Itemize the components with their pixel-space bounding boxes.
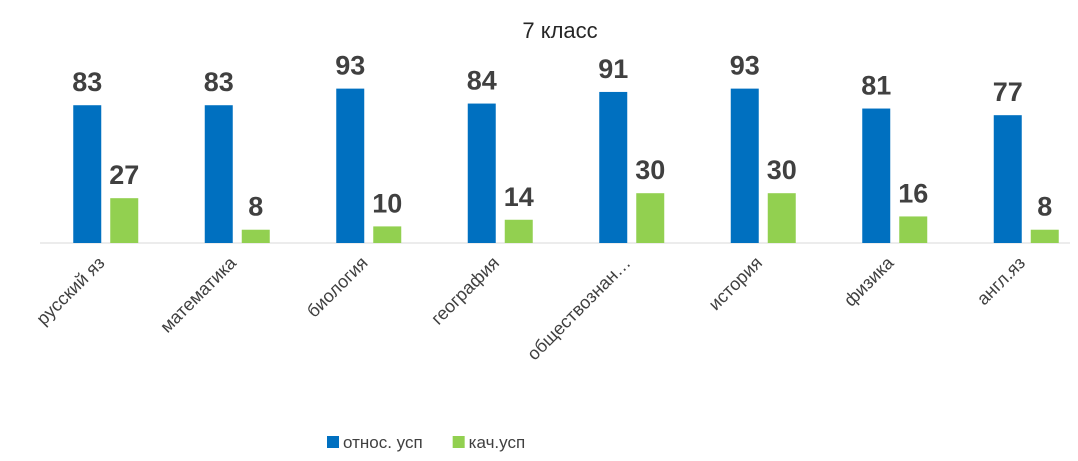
bar xyxy=(899,216,928,243)
data-label: 93 xyxy=(335,51,365,81)
data-label: 91 xyxy=(598,54,628,84)
bar xyxy=(636,193,665,243)
legend-swatch xyxy=(327,436,339,448)
x-tick-label: физика xyxy=(840,252,898,310)
data-label: 30 xyxy=(635,155,665,185)
bar xyxy=(504,219,533,243)
data-label: 8 xyxy=(248,192,263,222)
bar xyxy=(1030,229,1059,243)
data-label: 81 xyxy=(861,71,891,101)
bar xyxy=(110,198,139,243)
x-tick-label: обществознан… xyxy=(523,253,634,364)
bar xyxy=(599,91,628,243)
data-label: 83 xyxy=(204,67,234,97)
legend-swatch xyxy=(452,436,465,448)
x-tick-label: история xyxy=(705,253,766,314)
data-label: 16 xyxy=(898,178,928,208)
x-tick-label: русский яз xyxy=(32,253,108,329)
bar xyxy=(336,88,365,244)
data-label: 84 xyxy=(467,66,497,96)
legend-label: кач.усп xyxy=(469,433,526,452)
x-tick-label: биология xyxy=(303,253,372,322)
bar xyxy=(373,226,402,243)
legend-label: относ. усп xyxy=(343,433,423,452)
data-label: 93 xyxy=(730,51,760,81)
x-tick-label: география xyxy=(427,253,503,329)
data-label: 8 xyxy=(1037,192,1052,222)
bar xyxy=(73,105,102,243)
chart-title: 7 класс xyxy=(522,18,597,43)
bar xyxy=(730,88,759,244)
bar xyxy=(993,115,1022,243)
data-label: 77 xyxy=(993,77,1023,107)
bar xyxy=(467,103,496,243)
data-label: 83 xyxy=(72,67,102,97)
x-tick-label: математика xyxy=(156,252,241,337)
bar xyxy=(767,193,796,243)
bar xyxy=(204,105,233,243)
data-label: 27 xyxy=(109,160,139,190)
bar xyxy=(241,229,270,243)
data-label: 10 xyxy=(372,188,402,218)
bar xyxy=(862,108,891,243)
x-tick-label: англ.яз xyxy=(973,253,1029,309)
data-label: 30 xyxy=(767,155,797,185)
data-label: 14 xyxy=(504,182,534,212)
